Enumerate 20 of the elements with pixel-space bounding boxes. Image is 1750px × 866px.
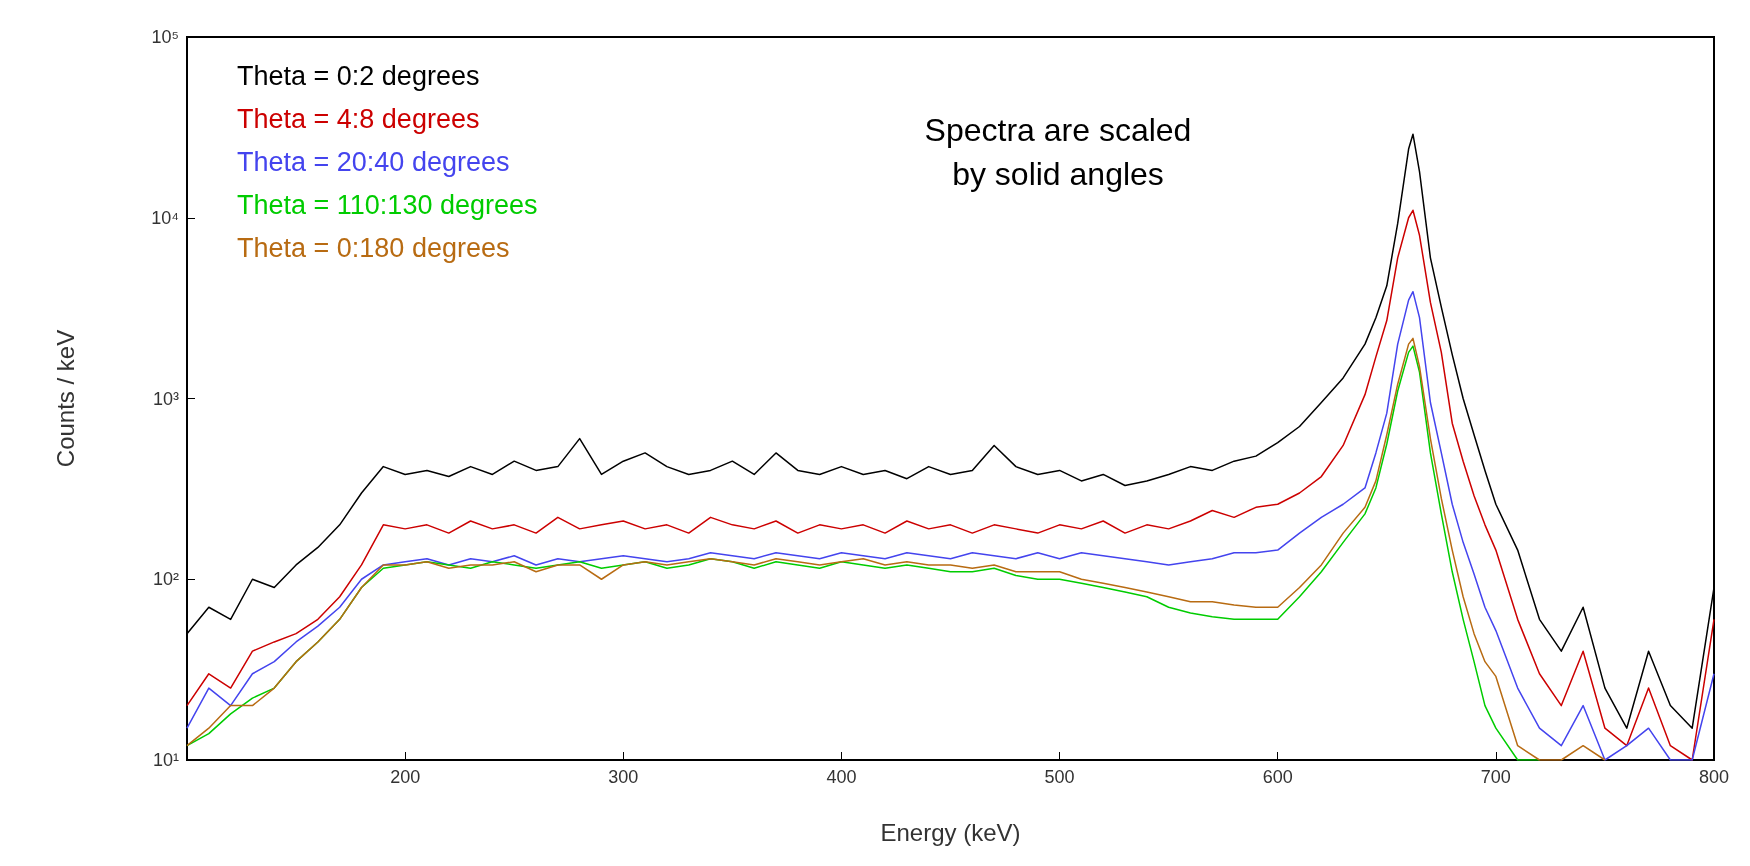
text: Theta = 110:130 degrees [237, 189, 538, 220]
x-tick-label: 700 [1480, 767, 1511, 787]
x-tick-label: 800 [1698, 767, 1730, 787]
y-tick-label: 10³ [152, 388, 180, 409]
y-axis-title: Counts / keV [51, 329, 79, 468]
y-tick-label: 10⁴ [151, 207, 179, 228]
text: Theta = 4:8 degrees [237, 103, 480, 134]
x-tick-label: 400 [826, 767, 857, 787]
x-tick-label: 600 [1262, 767, 1293, 787]
annotation: Spectra are scaled by solid angles [924, 112, 1192, 192]
x-axis-title: Energy (keV) [880, 818, 1021, 846]
text: Theta = 20:40 degrees [237, 146, 510, 177]
y-tick-label: 10⁵ [151, 27, 179, 47]
text: Theta = 0:180 degrees [237, 232, 510, 263]
text: Theta = 0:2 degrees [237, 60, 480, 91]
x-tick-label: 200 [390, 767, 421, 787]
y-tick-label: 10² [152, 569, 180, 590]
x-tick-label: 300 [608, 767, 639, 787]
y-tick-label: 10¹ [152, 750, 180, 770]
x-tick-label: 500 [1044, 767, 1075, 787]
